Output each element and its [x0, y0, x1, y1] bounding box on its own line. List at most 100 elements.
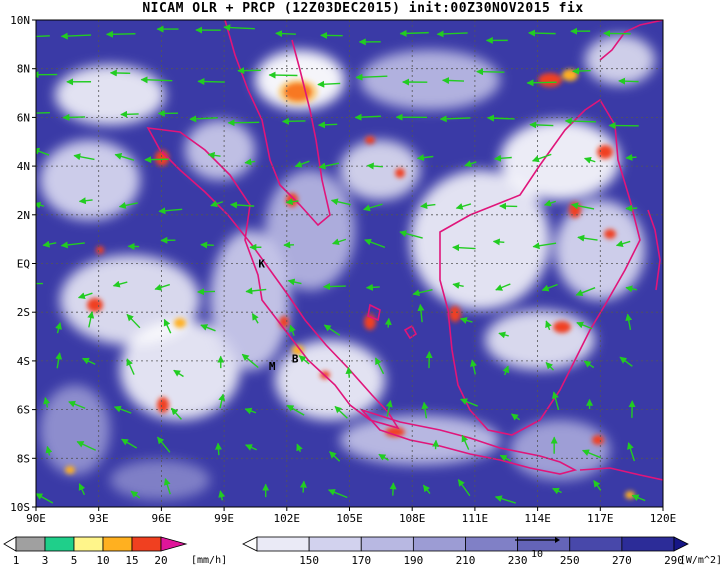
lon-label: 105E [336, 512, 363, 525]
lat-label: 8N [17, 63, 30, 76]
wind-vector [118, 201, 138, 209]
wind-vector [251, 313, 259, 324]
olr-level: 270 [612, 554, 632, 567]
wind-vector [189, 115, 218, 123]
wind-vector [244, 158, 256, 166]
wind-vector [442, 77, 465, 85]
coast-sulawesi-edge [647, 209, 661, 291]
wind-vector [60, 32, 92, 40]
wind-vector [575, 287, 596, 297]
wind-vector [126, 313, 141, 329]
wind-vector [492, 238, 505, 246]
wind-vector [593, 479, 602, 491]
wind-vector [412, 289, 433, 297]
plot-frame [35, 19, 664, 508]
wind-vector [87, 311, 95, 328]
prcp-swatch [102, 536, 133, 552]
wind-vector [173, 369, 184, 378]
wind-vector [113, 405, 132, 414]
wind-vector [227, 119, 260, 127]
wind-vector [552, 487, 562, 495]
olr-colorbar: 150 170 190 210 230 250 270 290 10 [W/m^2] [242, 536, 722, 567]
wind-vector [399, 29, 429, 37]
wind-vector [287, 278, 302, 286]
wind-vector [384, 317, 392, 328]
wind-vector [55, 322, 62, 334]
lon-label: 108E [399, 512, 426, 525]
map-grid [32, 19, 664, 511]
olr-level: 150 [299, 554, 319, 567]
wind-vector [318, 162, 340, 170]
lat-label: 10S [10, 501, 30, 514]
wind-vector [365, 283, 380, 291]
wind-vector [582, 449, 601, 459]
wind-vector [214, 442, 222, 456]
prcp-level: 1 [13, 554, 20, 567]
wind-vector [619, 356, 633, 367]
wind-vector [459, 317, 473, 324]
wind-vector [329, 451, 341, 462]
wind-vector [455, 203, 472, 210]
wind-vector [36, 201, 45, 209]
map-title: NICAM OLR + PRCP (12Z03DEC2015) init:00Z… [142, 1, 584, 16]
wind-vector [529, 121, 554, 129]
wind-vector [498, 331, 509, 339]
olr-swatch [621, 536, 675, 552]
wind-vector [461, 434, 470, 450]
wind-vector [130, 490, 141, 499]
wind-vector [60, 241, 85, 249]
wind-vector [36, 147, 50, 156]
wind-vector [511, 413, 521, 421]
wind-vector [55, 352, 63, 369]
wind-vector [452, 244, 476, 252]
lon-label: 111E [462, 512, 489, 525]
wind-vector [299, 480, 307, 493]
lat-label: 8S [17, 452, 30, 465]
wind-vector [389, 482, 397, 496]
wind-vector [78, 197, 93, 205]
wind-vector [460, 398, 478, 407]
wind-vector [345, 366, 353, 378]
plot-area [36, 20, 663, 507]
wind-vector [120, 110, 139, 118]
wind-vector [531, 153, 552, 163]
wind-vector [112, 280, 128, 288]
reference-vector-label: 10 [531, 549, 543, 560]
wind-vector [68, 400, 86, 409]
wind-vector [76, 441, 97, 451]
wind-vector [81, 357, 96, 365]
wind-vector [223, 24, 255, 32]
wind-vector [218, 393, 226, 409]
coast-java [359, 408, 578, 475]
lon-label: 90E [26, 512, 46, 525]
wind-vector [385, 399, 393, 417]
lon-label: 120E [650, 512, 677, 525]
wind-vector [323, 283, 346, 291]
wind-vector [464, 160, 477, 168]
wind-vector [330, 198, 351, 206]
wind-vector [43, 396, 51, 408]
lat-label: 4S [17, 355, 30, 368]
wind-vector [436, 30, 468, 38]
olr-swatch [673, 536, 689, 552]
wind-vector [289, 324, 296, 336]
olr-level: 290 [664, 554, 684, 567]
wind-vector [334, 405, 348, 419]
wind-vector [583, 156, 596, 164]
olr-swatch [308, 536, 362, 552]
olr-swatch [360, 536, 414, 552]
wind-vector [378, 453, 389, 461]
prcp-level: 20 [154, 554, 167, 567]
olr-level: 230 [508, 554, 528, 567]
wind-vector [45, 445, 53, 456]
wind-vector [323, 324, 341, 336]
wind-vector [625, 153, 637, 161]
wind-vector [171, 407, 182, 420]
wind-vector [364, 238, 386, 249]
olr-swatch [517, 536, 571, 552]
wind-vector [417, 303, 425, 323]
wind-vector [218, 490, 226, 501]
wind-vector [572, 67, 591, 75]
prcp-swatch [131, 536, 162, 552]
coast-malay-peninsula [224, 20, 331, 227]
